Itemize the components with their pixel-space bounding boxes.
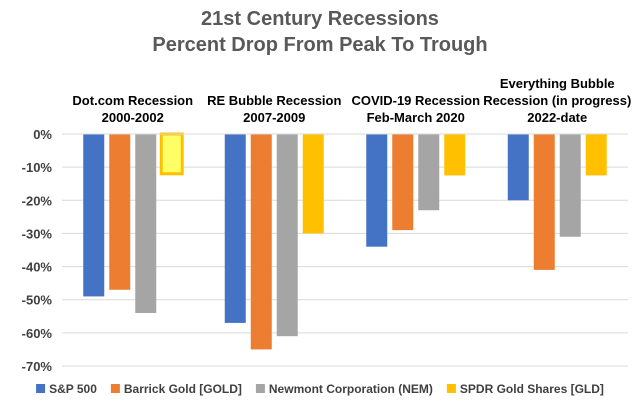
y-tick-label: -40% (22, 260, 53, 275)
legend-label: Newmont Corporation (NEM) (269, 382, 433, 396)
y-tick-label: -30% (22, 226, 53, 241)
y-tick-label: 0% (33, 127, 52, 142)
y-tick-label: -10% (22, 160, 53, 175)
group-label: 2007-2009 (243, 110, 305, 125)
bar (366, 134, 388, 247)
chart-title-line-1: 21st Century Recessions (201, 8, 439, 30)
bar (276, 134, 298, 337)
chart-title-line-2: Percent Drop From Peak To Trough (152, 34, 488, 56)
bar (392, 134, 414, 231)
bar (135, 134, 157, 313)
group-label: Recession (in progress) (483, 93, 631, 108)
legend-label: Barrick Gold [GOLD] (124, 382, 242, 396)
bar (444, 134, 466, 176)
legend-swatch (110, 384, 120, 393)
group-label: COVID-19 Recession (351, 93, 480, 108)
legend-swatch (36, 384, 46, 393)
bar (109, 134, 131, 290)
group-label: 2000-2002 (102, 110, 164, 125)
group-label: Everything Bubble (500, 76, 615, 91)
legend-swatch (255, 384, 265, 393)
legend-label: SPDR Gold Shares [GLD] (460, 382, 604, 396)
group-label: 2022-date (527, 110, 587, 125)
group-label: Feb-March 2020 (367, 110, 465, 125)
y-tick-label: -50% (22, 293, 53, 308)
bar (559, 134, 581, 237)
y-tick-label: -20% (22, 193, 53, 208)
group-label: RE Bubble Recession (207, 93, 341, 108)
bar (533, 134, 555, 270)
legend-label: S&P 500 (49, 382, 97, 396)
legend-swatch (446, 384, 456, 393)
bar (418, 134, 440, 211)
bar (83, 134, 105, 297)
bar (224, 134, 246, 323)
y-tick-label: -70% (22, 359, 53, 374)
bar (302, 134, 324, 234)
bar (250, 134, 272, 350)
bar (507, 134, 529, 201)
bar (585, 134, 607, 176)
y-tick-label: -60% (22, 326, 53, 341)
bar (159, 132, 184, 176)
group-label: Dot.com Recession (72, 93, 193, 108)
